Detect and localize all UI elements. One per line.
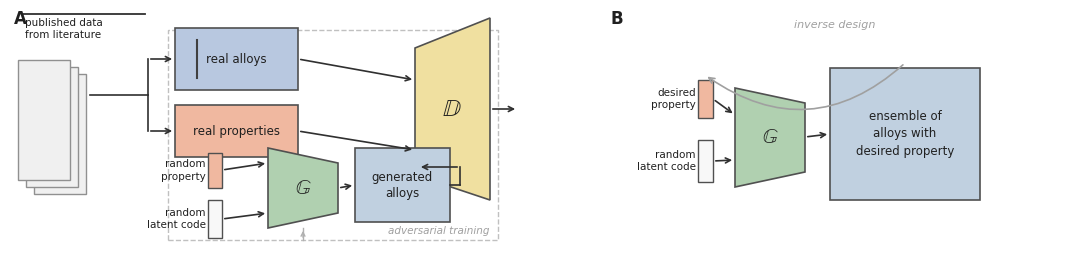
Text: real alloys: real alloys (206, 52, 267, 66)
Bar (33, 74, 86, 194)
Polygon shape (415, 18, 490, 200)
Text: random
latent code: random latent code (637, 150, 696, 172)
Text: desired
property: desired property (651, 88, 696, 110)
Text: adversarial training: adversarial training (389, 226, 490, 236)
Polygon shape (735, 88, 805, 187)
Bar (355, 148, 450, 222)
Bar (208, 153, 222, 188)
Bar (26, 67, 78, 187)
Text: published data
from literature: published data from literature (25, 18, 103, 40)
Bar (18, 60, 70, 180)
Bar (208, 200, 222, 238)
Bar (698, 140, 713, 182)
Bar (831, 68, 980, 200)
Bar (168, 30, 498, 240)
Bar (175, 105, 298, 157)
Text: A: A (14, 10, 27, 28)
Polygon shape (268, 148, 338, 228)
Bar (698, 80, 713, 118)
Text: B: B (610, 10, 623, 28)
Bar (175, 28, 298, 90)
Text: $\mathbb{G}$: $\mathbb{G}$ (761, 127, 779, 147)
Text: real properties: real properties (193, 124, 280, 138)
Text: ensemble of
alloys with
desired property: ensemble of alloys with desired property (855, 111, 955, 157)
Text: $\mathbb{G}$: $\mathbb{G}$ (295, 178, 311, 198)
Text: $\mathbb{D}$: $\mathbb{D}$ (442, 97, 462, 121)
Text: random
property: random property (161, 159, 206, 182)
Text: inverse design: inverse design (794, 20, 876, 30)
Text: random
latent code: random latent code (147, 208, 206, 230)
Text: generated
alloys: generated alloys (372, 171, 433, 199)
